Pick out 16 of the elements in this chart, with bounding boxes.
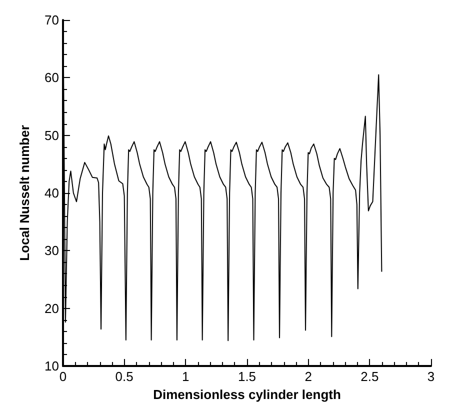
y-tick-label: 60	[44, 70, 59, 86]
y-tick-label: 30	[44, 243, 59, 258]
y-tick-label: 10	[44, 358, 59, 374]
y-tick-label: 50	[44, 128, 59, 143]
x-tick-label: 1.5	[238, 369, 256, 384]
y-axis-title: Local Nusselt number	[17, 125, 32, 261]
x-tick-label: 2	[304, 369, 312, 384]
x-tick-label: 2.5	[360, 369, 379, 384]
y-tick-label: 20	[44, 300, 59, 316]
x-tick-label: 0.5	[115, 369, 134, 384]
x-tick-label: 1	[182, 369, 190, 384]
x-axis-title: Dimensionless cylinder length	[153, 387, 341, 402]
y-tick-label: 70	[44, 12, 59, 28]
x-tick-label: 3	[427, 369, 435, 384]
y-tick-label: 40	[44, 186, 59, 200]
x-tick-label: 0	[59, 369, 67, 384]
